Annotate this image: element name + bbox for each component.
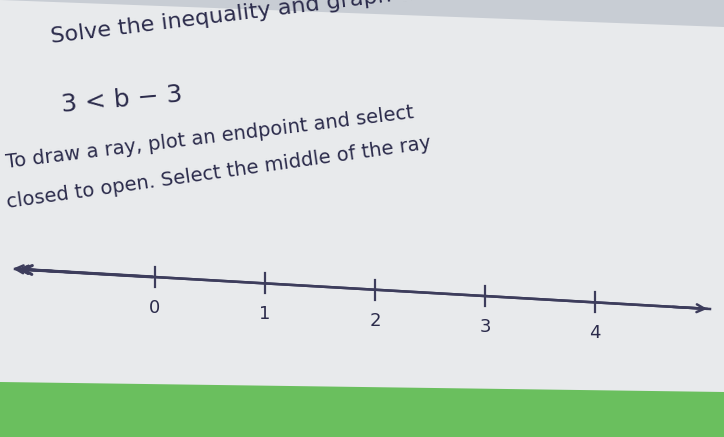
Text: 3: 3	[479, 318, 491, 336]
Text: closed to open. Select the middle of the ray: closed to open. Select the middle of the…	[5, 134, 432, 212]
Text: 0: 0	[149, 299, 161, 317]
Text: 4: 4	[589, 324, 601, 342]
Text: Solve the inequality and graph the solutio: Solve the inequality and graph the solut…	[50, 0, 517, 47]
Text: 2: 2	[369, 312, 381, 330]
Polygon shape	[0, 382, 724, 437]
Text: 3 < b − 3: 3 < b − 3	[60, 83, 183, 117]
Text: 1: 1	[259, 305, 271, 323]
Text: To draw a ray, plot an endpoint and select: To draw a ray, plot an endpoint and sele…	[5, 103, 416, 172]
